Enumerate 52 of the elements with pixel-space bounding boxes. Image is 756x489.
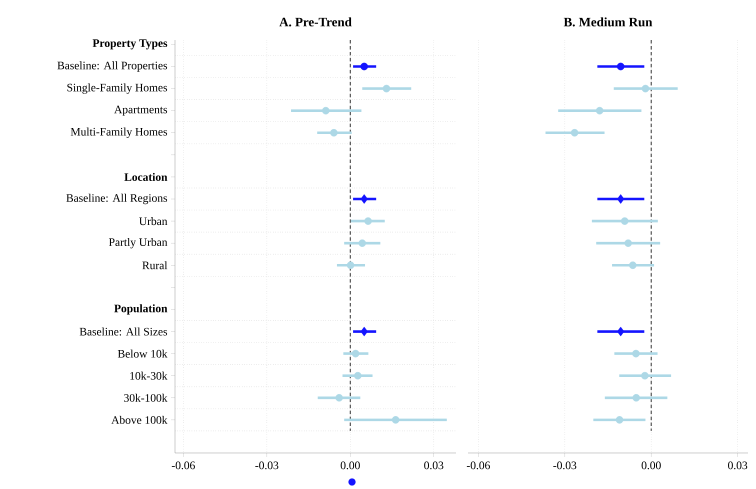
x-tick-label: 0.00 [340,462,360,470]
point [360,62,368,70]
point [360,194,368,204]
y-tick-label: Property Types [92,39,168,50]
point [596,106,604,114]
point [616,416,624,424]
chart-title: A. Pre-Trend [279,17,352,26]
y-tick-label: Location [124,172,168,181]
y-tick-label: Partly Urban [108,238,168,248]
point [352,350,360,358]
point [322,106,330,114]
point [628,261,637,270]
y-tick-label: Urban [139,217,168,226]
x-tick-label: -0.03 [255,462,278,470]
point [335,394,343,402]
chart-title: B. Medium Run [564,17,652,26]
point [570,128,578,137]
x-tick-label: -0.06 [466,462,490,470]
point [364,217,372,225]
y-tick-label: 30k-100k [124,394,168,402]
x-tick-label: -0.06 [172,462,195,470]
point [346,261,354,270]
point [360,326,368,336]
point [617,326,624,336]
y-tick-label: 10k-30k [130,372,168,380]
y-tick-label: Multi-Family Homes [70,128,168,138]
point [392,416,400,424]
x-tick-label: -0.03 [553,462,576,470]
y-tick-label: Above 100k [111,416,168,424]
point [617,194,624,204]
point [382,84,390,92]
point [641,372,649,380]
y-tick-label: Apartments [114,106,168,116]
x-tick-label: 0.00 [642,462,661,470]
y-tick-label: Single-Family Homes [67,83,168,94]
y-tick-label: Population [114,304,168,315]
y-tick-label: Below 10k [118,350,168,358]
y-tick-label: Rural [142,261,168,270]
point [354,372,362,380]
y-tick-label: Baseline: All Regions [66,194,168,204]
point [358,239,366,247]
y-tick-label: Baseline: All Properties [57,61,168,72]
point [624,239,632,247]
point [620,217,628,225]
y-tick-label: Baseline: All Sizes [80,327,168,336]
point [632,350,640,358]
x-tick-label: 0.03 [728,462,748,470]
point [642,84,650,92]
point [632,394,640,402]
x-tick-label: 0.03 [424,462,444,470]
point [330,128,338,137]
point [616,62,624,70]
